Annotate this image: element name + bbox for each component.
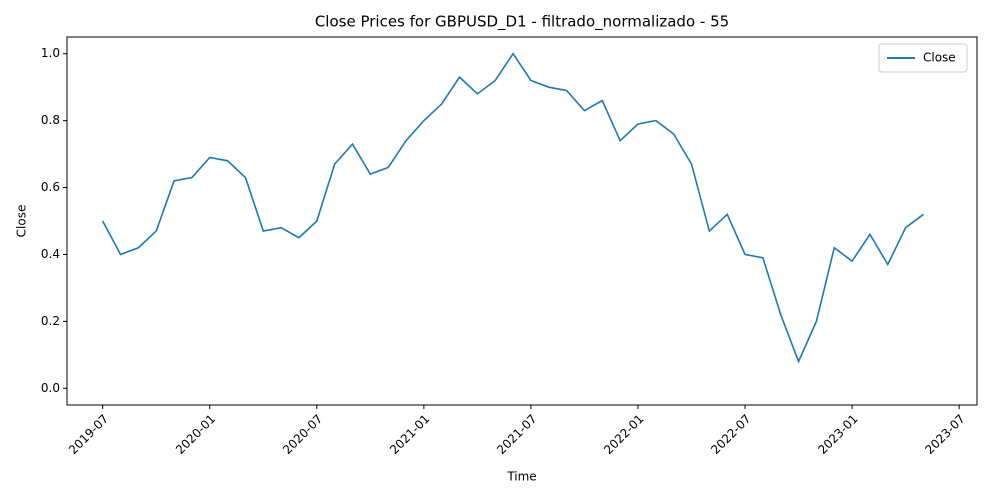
legend-box xyxy=(878,43,968,73)
plot-frame xyxy=(66,36,978,406)
x-tick-label: 2022-07 xyxy=(708,412,753,457)
x-tick-label: 2020-01 xyxy=(173,412,218,457)
y-tick-label: 1.0 xyxy=(41,46,60,60)
line xyxy=(101,52,924,364)
x-tick-label: 2023-07 xyxy=(922,412,967,457)
x-tick-label: 2023-01 xyxy=(815,412,860,457)
x-tick-label: 2019-07 xyxy=(66,412,111,457)
x-tick-label: 2020-07 xyxy=(280,412,325,457)
y-tick-label: 0.0 xyxy=(41,381,60,395)
y-tick-label: 0.4 xyxy=(41,247,60,261)
x-tick-label: 2021-07 xyxy=(494,412,539,457)
y-tick-label: 0.6 xyxy=(41,180,60,194)
x-axis-label: Time xyxy=(506,470,536,484)
y-tick-label: 0.8 xyxy=(41,113,60,127)
chart-title: Close Prices for GBPUSD_D1 - filtrado_no… xyxy=(315,13,729,32)
x-tick-label: 2021-01 xyxy=(387,412,432,457)
y-tick-label: 0.2 xyxy=(41,314,60,328)
x-tick-label: 2022-01 xyxy=(601,412,646,457)
y-axis-label: Close xyxy=(15,205,29,238)
legend-label: Close xyxy=(923,51,956,65)
